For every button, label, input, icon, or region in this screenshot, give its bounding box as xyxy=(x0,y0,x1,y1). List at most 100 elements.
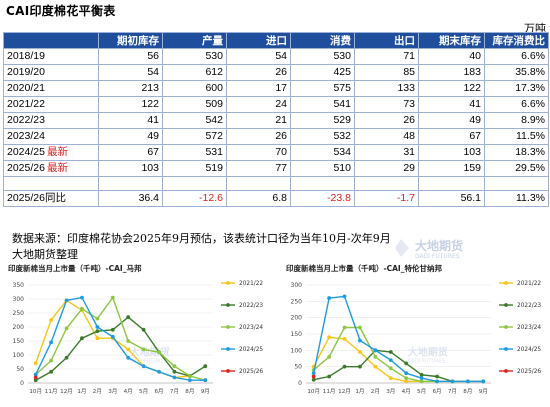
x-tick-label: 3月 xyxy=(386,388,395,395)
row-year: 2025/26同比 xyxy=(7,192,66,204)
table-cell: -1.7 xyxy=(354,190,419,207)
chart-maharashtra: 印度新棉当月上市量（千吨）-CAI_马邦 0 50 100 150 200 250 300 3… xyxy=(2,263,272,407)
data-point xyxy=(110,334,115,339)
table-cell: 8.9% xyxy=(484,112,549,129)
data-point xyxy=(342,294,347,299)
data-point xyxy=(327,354,332,359)
x-tick-label: 11月 xyxy=(45,388,58,395)
table-cell: 11.5% xyxy=(484,128,549,145)
x-tick-label: 12月 xyxy=(60,388,73,395)
data-point xyxy=(126,355,131,360)
plot-watermark-cn: 大地期货 xyxy=(408,346,448,359)
table-row: 2024/25 最新 67 531 70 534 31 103 18.3% xyxy=(3,144,549,161)
table-cell: 575 xyxy=(290,80,355,97)
row-year: 2022/23 xyxy=(7,114,45,126)
y-tick-label: 150 xyxy=(13,338,25,345)
row-year: 2020/21 xyxy=(7,82,45,94)
table-row: 2023/24 49 572 26 532 48 67 11.5% xyxy=(3,128,549,145)
data-point xyxy=(419,376,424,380)
table-cell: 6.8 xyxy=(226,190,291,207)
watermark-logo-graphic: 大地期货 DADI FUTURES xyxy=(395,238,463,260)
source-note-line1: 数据来源：印度棉花协会2025年9月预估，该表统计口径为当年10月-次年9月 xyxy=(12,232,391,245)
table-cell: 530 xyxy=(290,48,355,65)
table-cell: 26 xyxy=(226,64,291,81)
table-row: 2020/21 213 600 17 575 133 122 17.3% xyxy=(3,80,549,97)
table-cell: 49 xyxy=(98,128,163,145)
table-cell: 11.3% xyxy=(484,190,549,207)
table-cell: 572 xyxy=(162,128,227,145)
document-title: CAI印度棉花平衡表 xyxy=(6,4,116,18)
table-cell: 70 xyxy=(226,144,291,161)
y-tick-label: 50 xyxy=(294,364,302,371)
data-point xyxy=(388,358,393,363)
data-point xyxy=(33,361,38,366)
legend-label: 2024/25 xyxy=(239,347,263,353)
data-point xyxy=(311,371,316,376)
table-cell: 36.4 xyxy=(98,190,163,207)
data-point xyxy=(33,375,38,380)
data-point xyxy=(33,378,38,383)
y-tick-label: 50 xyxy=(16,366,24,373)
data-point xyxy=(126,315,131,320)
x-tick-label: 6月 xyxy=(154,388,163,395)
data-point xyxy=(404,371,409,376)
data-point xyxy=(465,379,470,384)
data-point xyxy=(95,336,100,341)
table-header-row: 期初库存 产量 进口 消费 出口 期末库存 库存消费比 xyxy=(3,32,549,49)
spacer-cell xyxy=(290,176,355,191)
data-point xyxy=(404,379,409,384)
row-label: 2021/22 xyxy=(3,96,99,113)
table-cell: 600 xyxy=(162,80,227,97)
x-tick-label: 6月 xyxy=(432,388,441,395)
table-cell: 213 xyxy=(98,80,163,97)
data-point xyxy=(388,350,393,354)
data-point xyxy=(342,325,347,330)
x-tick-label: 12月 xyxy=(338,388,351,395)
data-point xyxy=(187,378,192,383)
row-year: 2019/20 xyxy=(7,66,45,78)
spacer-cell xyxy=(418,176,485,191)
data-point xyxy=(327,374,332,379)
data-point xyxy=(49,318,54,322)
header-stock-use-ratio: 库存消费比 xyxy=(484,32,549,49)
data-point xyxy=(157,350,161,355)
table-row-yoy: 2025/26同比 36.4 -12.6 6.8 -23.8 -1.7 56.1 11.3% xyxy=(3,190,549,207)
table-cell: 122 xyxy=(98,96,163,113)
row-year: 2023/24 xyxy=(7,130,45,142)
legend-marker xyxy=(226,347,230,351)
data-point xyxy=(388,376,393,380)
latest-tag: 最新 xyxy=(46,162,68,174)
data-point xyxy=(373,364,378,369)
table-cell: 519 xyxy=(162,160,227,177)
data-point xyxy=(126,339,131,343)
unit-label: 万吨 xyxy=(524,22,546,35)
table-cell: 49 xyxy=(418,112,485,129)
table-cell: 509 xyxy=(162,96,227,113)
data-point xyxy=(172,375,177,380)
table-cell: 67 xyxy=(418,128,485,145)
table-cell: 67 xyxy=(98,144,163,161)
table-cell: 40 xyxy=(418,48,485,65)
table-cell: 26 xyxy=(354,112,419,129)
legend-marker xyxy=(226,281,230,285)
header-production: 产量 xyxy=(162,32,227,49)
data-point xyxy=(49,358,54,363)
table-cell: 612 xyxy=(162,64,227,81)
x-tick-label: 1月 xyxy=(77,388,86,395)
legend-marker xyxy=(226,303,230,307)
table-cell: 41 xyxy=(98,112,163,129)
table-cell: 18.3% xyxy=(484,144,549,161)
data-point xyxy=(141,327,146,332)
chart-plot: 0 50 100 150 200 250 300 350 10月 11月 12月 1月 2月 3月 4月 5月… xyxy=(13,281,264,395)
table-cell: 56 xyxy=(98,48,163,65)
data-point xyxy=(327,335,332,340)
table-cell: 103 xyxy=(418,144,485,161)
legend-label: 2025/26 xyxy=(239,369,263,375)
table-cell: 73 xyxy=(354,96,419,113)
data-point xyxy=(435,379,439,384)
x-tick-label: 4月 xyxy=(402,388,411,395)
data-point xyxy=(157,369,161,374)
x-tick-label: 2月 xyxy=(371,388,380,395)
data-point xyxy=(172,364,177,369)
table-cell: 41 xyxy=(418,96,485,113)
